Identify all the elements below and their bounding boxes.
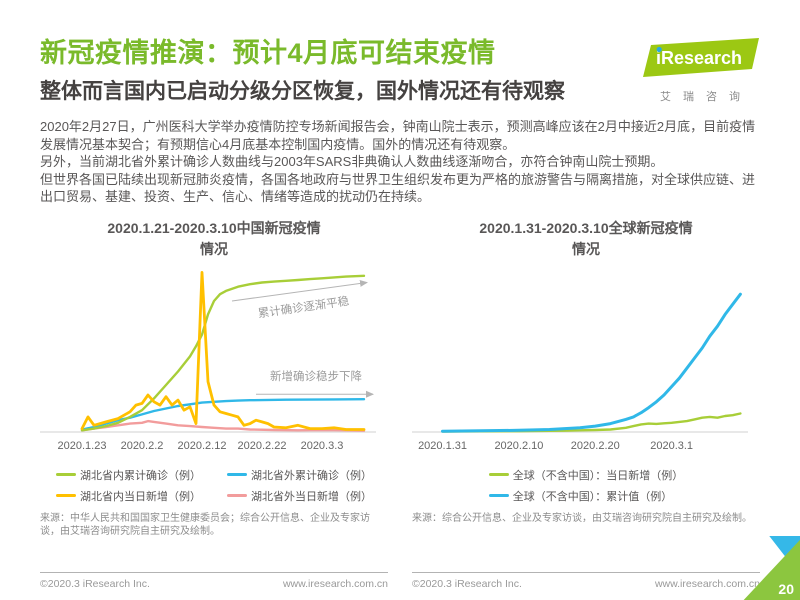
legend-swatch-icon [488,494,509,497]
page-subtitle: 整体而言国内已启动分级分区恢复，国外情况还有待观察 [40,80,565,103]
annotation-label: 新增确诊稳步下降 [270,368,362,382]
x-tick-label: 2020.2.2 [121,440,164,452]
legend-label: 湖北省内当日新增（例） [80,490,201,503]
legend-swatch-icon [56,473,76,476]
global-covid-chart: 2020.1.31 2020.2.10 2020.2.20 2020.3.1 [412,292,748,452]
series-line [441,411,742,433]
legend-label: 湖北省内累计确诊（例） [80,469,201,482]
legend-label: 湖北省外当日新增（例） [251,490,372,503]
legend-item: 湖北省内当日新增（例） [56,488,201,504]
footer: ©2020.3 iResearch Inc. www.iresearch.com… [40,568,760,600]
footer-right: ©2020.3 iResearch Inc. www.iresearch.com… [412,568,760,590]
intro-text: 2020年2月27日，广州医科大学举办疫情防控专场新闻报告会，钟南山院士表示，预… [40,118,760,206]
legend-item: 全球（不含中国）：累计值（例） [488,488,684,504]
copyright-text: ©2020.3 iResearch Inc. [40,578,150,590]
x-tick-label: 2020.2.22 [238,440,287,452]
annotation-arrow-icon [231,279,368,301]
china-chart-legend: 湖北省内累计确诊（例） 湖北省外累计确诊（例） 湖北省内当日新增（例） 湖北省外当日新… [40,467,388,504]
x-tick-label: 2020.1.23 [58,440,107,452]
annotation-label: 累计确诊逐渐平稳 [257,293,351,320]
x-tick-label: 2020.2.20 [571,440,620,452]
global-chart-legend: 全球（不含中国）：当日新增（例） 全球（不含中国）：累计值（例） [412,467,760,504]
chart-source-global: 来源：综合公开信息、企业及专家访谈，由艾瑞咨询研究院自主研究及绘制。 [412,512,752,524]
website-link[interactable]: www.iresearch.com.cn [654,578,760,590]
logo-subtext: 艾瑞咨询 [660,91,752,103]
legend-label: 全球（不含中国）：当日新增（例） [512,469,684,482]
x-tick-label: 2020.3.3 [301,440,344,452]
iresearch-logo: iResearch 艾瑞咨询 [640,38,760,104]
intro-paragraph: 另外，当前湖北省外累计确诊人数曲线与2003年SARS非典确认人数曲线逐渐吻合，… [40,154,664,169]
logo-i-dot [656,46,662,53]
legend-item: 湖北省内累计确诊（例） [56,467,201,483]
x-tick-label: 2020.2.12 [178,440,227,452]
website-link[interactable]: www.iresearch.com.cn [282,578,388,590]
page-number: 20 [778,581,794,597]
global-chart-column: 2020.1.31-2020.3.10全球新冠疫情 情况 2020.1.31 20… [412,218,760,539]
logo-brand-text: iResearch [656,48,742,68]
legend-swatch-icon [227,494,247,497]
page-corner-decoration: 20 [736,536,800,600]
china-chart-column: 2020.1.21-2020.3.10中国新冠疫情 情况 累计确诊逐渐平稳新增确… [40,218,388,539]
legend-label: 全球（不含中国）：累计值（例） [512,490,673,503]
chart-source-china: 来源：中华人民共和国国家卫生健康委员会；综合公开信息、企业及专家访谈，由艾瑞咨询… [40,512,370,537]
intro-paragraph: 但世界各国已陆续出现新冠肺炎疫情，各国各地政府与世界卫生组织发布更为严格的旅游警… [40,171,756,205]
legend-label: 湖北省外累计确诊（例） [251,469,372,482]
x-tick-label: 2020.1.31 [418,440,467,452]
intro-paragraph: 2020年2月27日，广州医科大学举办疫情防控专场新闻报告会，钟南山院士表示，预… [40,119,756,152]
iresearch-logo-icon: iResearch [643,38,759,77]
legend-item: 湖北省外累计确诊（例） [227,467,372,483]
chart-title-global: 2020.1.31-2020.3.10全球新冠疫情 情况 [479,219,693,257]
x-tick-label: 2020.3.1 [650,440,693,452]
global-chart-plot: 2020.1.31 2020.2.10 2020.2.20 2020.3.1 [412,264,760,463]
legend-swatch-icon [488,473,509,476]
footer-left: ©2020.3 iResearch Inc. www.iresearch.com… [40,568,388,590]
header: 新冠疫情推演：预计4月底可结束疫情 iResearch 艾瑞咨询 整体而言国内已… [40,36,760,106]
page-title: 新冠疫情推演：预计4月底可结束疫情 [40,38,496,68]
legend-item: 湖北省外当日新增（例） [227,488,372,504]
chart-title-china: 2020.1.21-2020.3.10中国新冠疫情 情况 [107,219,321,257]
legend-swatch-icon [227,473,247,476]
series-line [80,274,366,432]
legend-swatch-icon [56,494,76,497]
series-line [80,270,366,431]
x-tick-label: 2020.2.10 [494,440,543,452]
charts-row: 2020.1.21-2020.3.10中国新冠疫情 情况 累计确诊逐渐平稳新增确… [40,218,760,539]
copyright-text: ©2020.3 iResearch Inc. [412,578,522,590]
series-line [441,292,742,433]
legend-item: 全球（不含中国）：当日新增（例） [488,467,684,483]
series-line [80,419,366,432]
china-chart-plot: 累计确诊逐渐平稳新增确诊稳步下降 2020.1.23 2020.2.2 2020.2.… [40,264,388,463]
